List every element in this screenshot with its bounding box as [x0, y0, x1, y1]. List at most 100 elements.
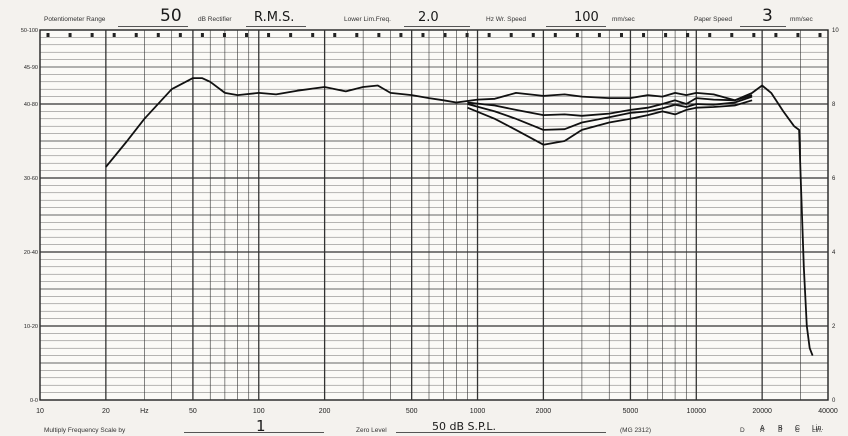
response-curve-1: [105, 77, 814, 356]
top-tick-mark: [156, 33, 160, 37]
top-tick-mark: [796, 33, 800, 37]
weighting-label: Lin.: [812, 425, 823, 432]
potentiometer-range-value: 50: [160, 6, 182, 26]
top-tick-mark: [200, 33, 204, 37]
paper-speed-label: Paper Speed: [694, 16, 732, 23]
response-curve-4: [467, 99, 753, 146]
zero-level-value: 50 dB S.P.L.: [432, 420, 497, 433]
top-tick-mark: [664, 33, 668, 37]
chart-code: (MG 2312): [620, 427, 652, 434]
top-tick-mark: [752, 33, 756, 37]
top-tick-mark: [377, 33, 381, 37]
weight-a-top: A: [760, 427, 765, 434]
recording-header: Potentiometer Range 50 dB Rectifier R.M.…: [0, 4, 848, 30]
weight-c-top: C: [795, 427, 800, 434]
potentiometer-range-label: Potentiometer Range: [44, 16, 106, 23]
top-tick-mark: [509, 33, 513, 37]
lower-limit-frequency-label: Lower Lim.Freq.: [344, 16, 391, 23]
y-left-tick-label: 20-40: [24, 250, 38, 256]
x-tick-label: 2000: [536, 408, 552, 415]
x-tick-label: 20000: [752, 408, 772, 415]
top-tick-mark: [708, 33, 712, 37]
writing-speed-underline: [546, 26, 606, 27]
top-tick-mark: [553, 33, 557, 37]
top-tick-mark: [68, 33, 72, 37]
multiply-frequency-label: Multiply Frequency Scale by: [44, 427, 126, 434]
y-right-tick-label: 8: [832, 102, 836, 108]
zero-level-underline: [396, 432, 606, 433]
weighting-label: A: [760, 425, 765, 432]
lower-limit-frequency-value: 2.0: [418, 10, 439, 25]
top-tick-mark: [487, 33, 491, 37]
top-tick-mark: [333, 33, 337, 37]
top-tick-mark: [465, 33, 469, 37]
top-tick-mark: [134, 33, 138, 37]
writing-speed-label: Hz Wr. Speed: [486, 16, 526, 23]
x-tick-label: 10: [36, 408, 44, 415]
x-tick-label: Hz: [140, 408, 149, 415]
multiply-frequency-value: 1: [256, 417, 266, 435]
top-tick-mark: [355, 33, 359, 37]
top-tick-mark: [311, 33, 315, 37]
rectifier-unit-label: dB Rectifier: [198, 16, 232, 23]
weight-lin-top: Lin.: [812, 427, 823, 434]
top-tick-mark: [90, 33, 94, 37]
x-tick-label: 40000: [818, 408, 838, 415]
paper-speed-unit: mm/sec: [790, 16, 813, 23]
x-tick-label: 500: [406, 408, 418, 415]
y-right-tick-label: 10: [832, 28, 839, 34]
top-tick-mark: [267, 33, 271, 37]
top-tick-mark: [730, 33, 734, 37]
top-tick-mark: [686, 33, 690, 37]
top-tick-mark: [112, 33, 116, 37]
top-tick-mark: [245, 33, 249, 37]
x-tick-label: 50: [189, 408, 197, 415]
lower-limit-underline: [404, 26, 470, 27]
top-tick-mark: [178, 33, 182, 37]
writing-speed-value: 100: [574, 10, 599, 25]
x-tick-label: 1000: [470, 408, 486, 415]
y-right-tick-label: 4: [832, 250, 836, 256]
x-tick-label: 10000: [687, 408, 707, 415]
y-left-tick-label: 50-100: [21, 28, 38, 34]
top-tick-mark: [597, 33, 601, 37]
response-curve-3: [467, 95, 753, 131]
top-tick-mark: [46, 33, 50, 37]
zero-level-label: Zero Level: [356, 427, 387, 434]
top-tick-mark: [818, 33, 822, 37]
paper-speed-underline: [740, 26, 786, 27]
y-left-tick-label: 0-0: [30, 398, 38, 404]
multiply-underline: [184, 432, 324, 433]
potentiometer-underline: [118, 26, 188, 27]
x-tick-label: 200: [319, 408, 331, 415]
top-tick-mark: [421, 33, 425, 37]
y-right-tick-label: 6: [832, 176, 836, 182]
rectifier-value: R.M.S.: [254, 10, 295, 25]
response-curve-2: [467, 94, 753, 117]
y-left-tick-label: 30-60: [24, 176, 38, 182]
y-left-tick-label: 40-80: [24, 102, 38, 108]
top-tick-mark: [531, 33, 535, 37]
top-tick-mark: [289, 33, 293, 37]
x-tick-label: 20: [102, 408, 110, 415]
y-right-tick-label: 0: [832, 398, 836, 404]
weight-b-top: B: [778, 427, 783, 434]
weighting-label: B: [778, 425, 783, 432]
top-tick-mark: [399, 33, 403, 37]
top-tick-mark: [642, 33, 646, 37]
y-left-tick-label: 45-90: [24, 65, 38, 71]
top-tick-mark: [619, 33, 623, 37]
x-tick-label: 5000: [623, 408, 639, 415]
weighting-label: C: [795, 425, 800, 432]
rectifier-underline: [246, 26, 306, 27]
weight-d: D: [740, 427, 745, 434]
top-tick-mark: [774, 33, 778, 37]
writing-speed-unit: mm/sec: [612, 16, 635, 23]
top-tick-mark: [222, 33, 226, 37]
recording-footer: Multiply Frequency Scale by 1 Zero Level…: [0, 417, 848, 436]
y-left-tick-label: 10-20: [24, 324, 38, 330]
paper-speed-value: 3: [762, 6, 773, 26]
top-tick-mark: [575, 33, 579, 37]
top-tick-mark: [443, 33, 447, 37]
